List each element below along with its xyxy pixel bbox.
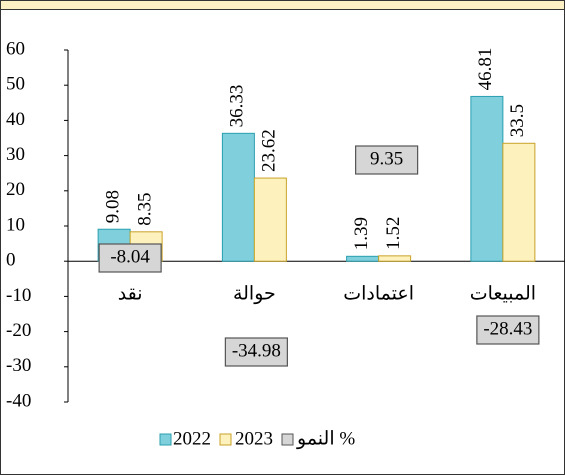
y-tick-label: 30 (6, 144, 25, 165)
growth-box (355, 145, 419, 175)
header-strip (0, 0, 565, 10)
data-label: 1.52 (383, 217, 404, 250)
growth-box (224, 337, 288, 367)
growth-box (476, 315, 540, 345)
y-tick-label: 0 (6, 250, 16, 271)
bar (253, 177, 287, 262)
legend-swatch (281, 433, 294, 446)
y-tick-label: 60 (6, 38, 25, 59)
y-tick-label: 50 (6, 74, 25, 95)
bar (378, 255, 412, 262)
legend-swatch (219, 433, 232, 446)
growth-label: -34.98 (232, 340, 281, 361)
x-tick-label: نقد (118, 284, 143, 305)
y-tick-label: -30 (6, 355, 31, 376)
growth-box (98, 243, 162, 273)
bar (502, 142, 536, 262)
x-tick-label: حوالة (233, 284, 276, 305)
y-tick-label: -40 (6, 390, 31, 411)
legend-label: 2023 (235, 428, 273, 449)
y-tick-label: 10 (6, 214, 25, 235)
bar (221, 132, 255, 262)
data-label: 1.39 (351, 217, 372, 250)
x-tick-label: اعتمادات (343, 284, 414, 305)
data-label: 46.81 (475, 48, 496, 91)
y-tick-label: -20 (6, 320, 31, 341)
growth-label: -28.43 (483, 318, 532, 339)
legend-swatch (159, 433, 172, 446)
y-tick-label: 20 (6, 179, 25, 200)
legend-label: 2022 (173, 428, 211, 449)
data-label: 33.5 (507, 104, 528, 137)
y-tick-label: -10 (6, 285, 31, 306)
data-label: 23.62 (259, 129, 280, 172)
data-label: 9.08 (102, 190, 123, 223)
x-tick-label: المبيعات (470, 284, 536, 305)
y-tick-label: 40 (6, 109, 25, 130)
legend-label: النمو % (296, 428, 355, 449)
data-label: 36.33 (227, 85, 248, 128)
bar (470, 95, 504, 262)
growth-label: -8.04 (110, 246, 150, 267)
growth-label: 9.35 (370, 148, 403, 169)
data-label: 8.35 (134, 193, 155, 226)
bar (346, 255, 380, 262)
